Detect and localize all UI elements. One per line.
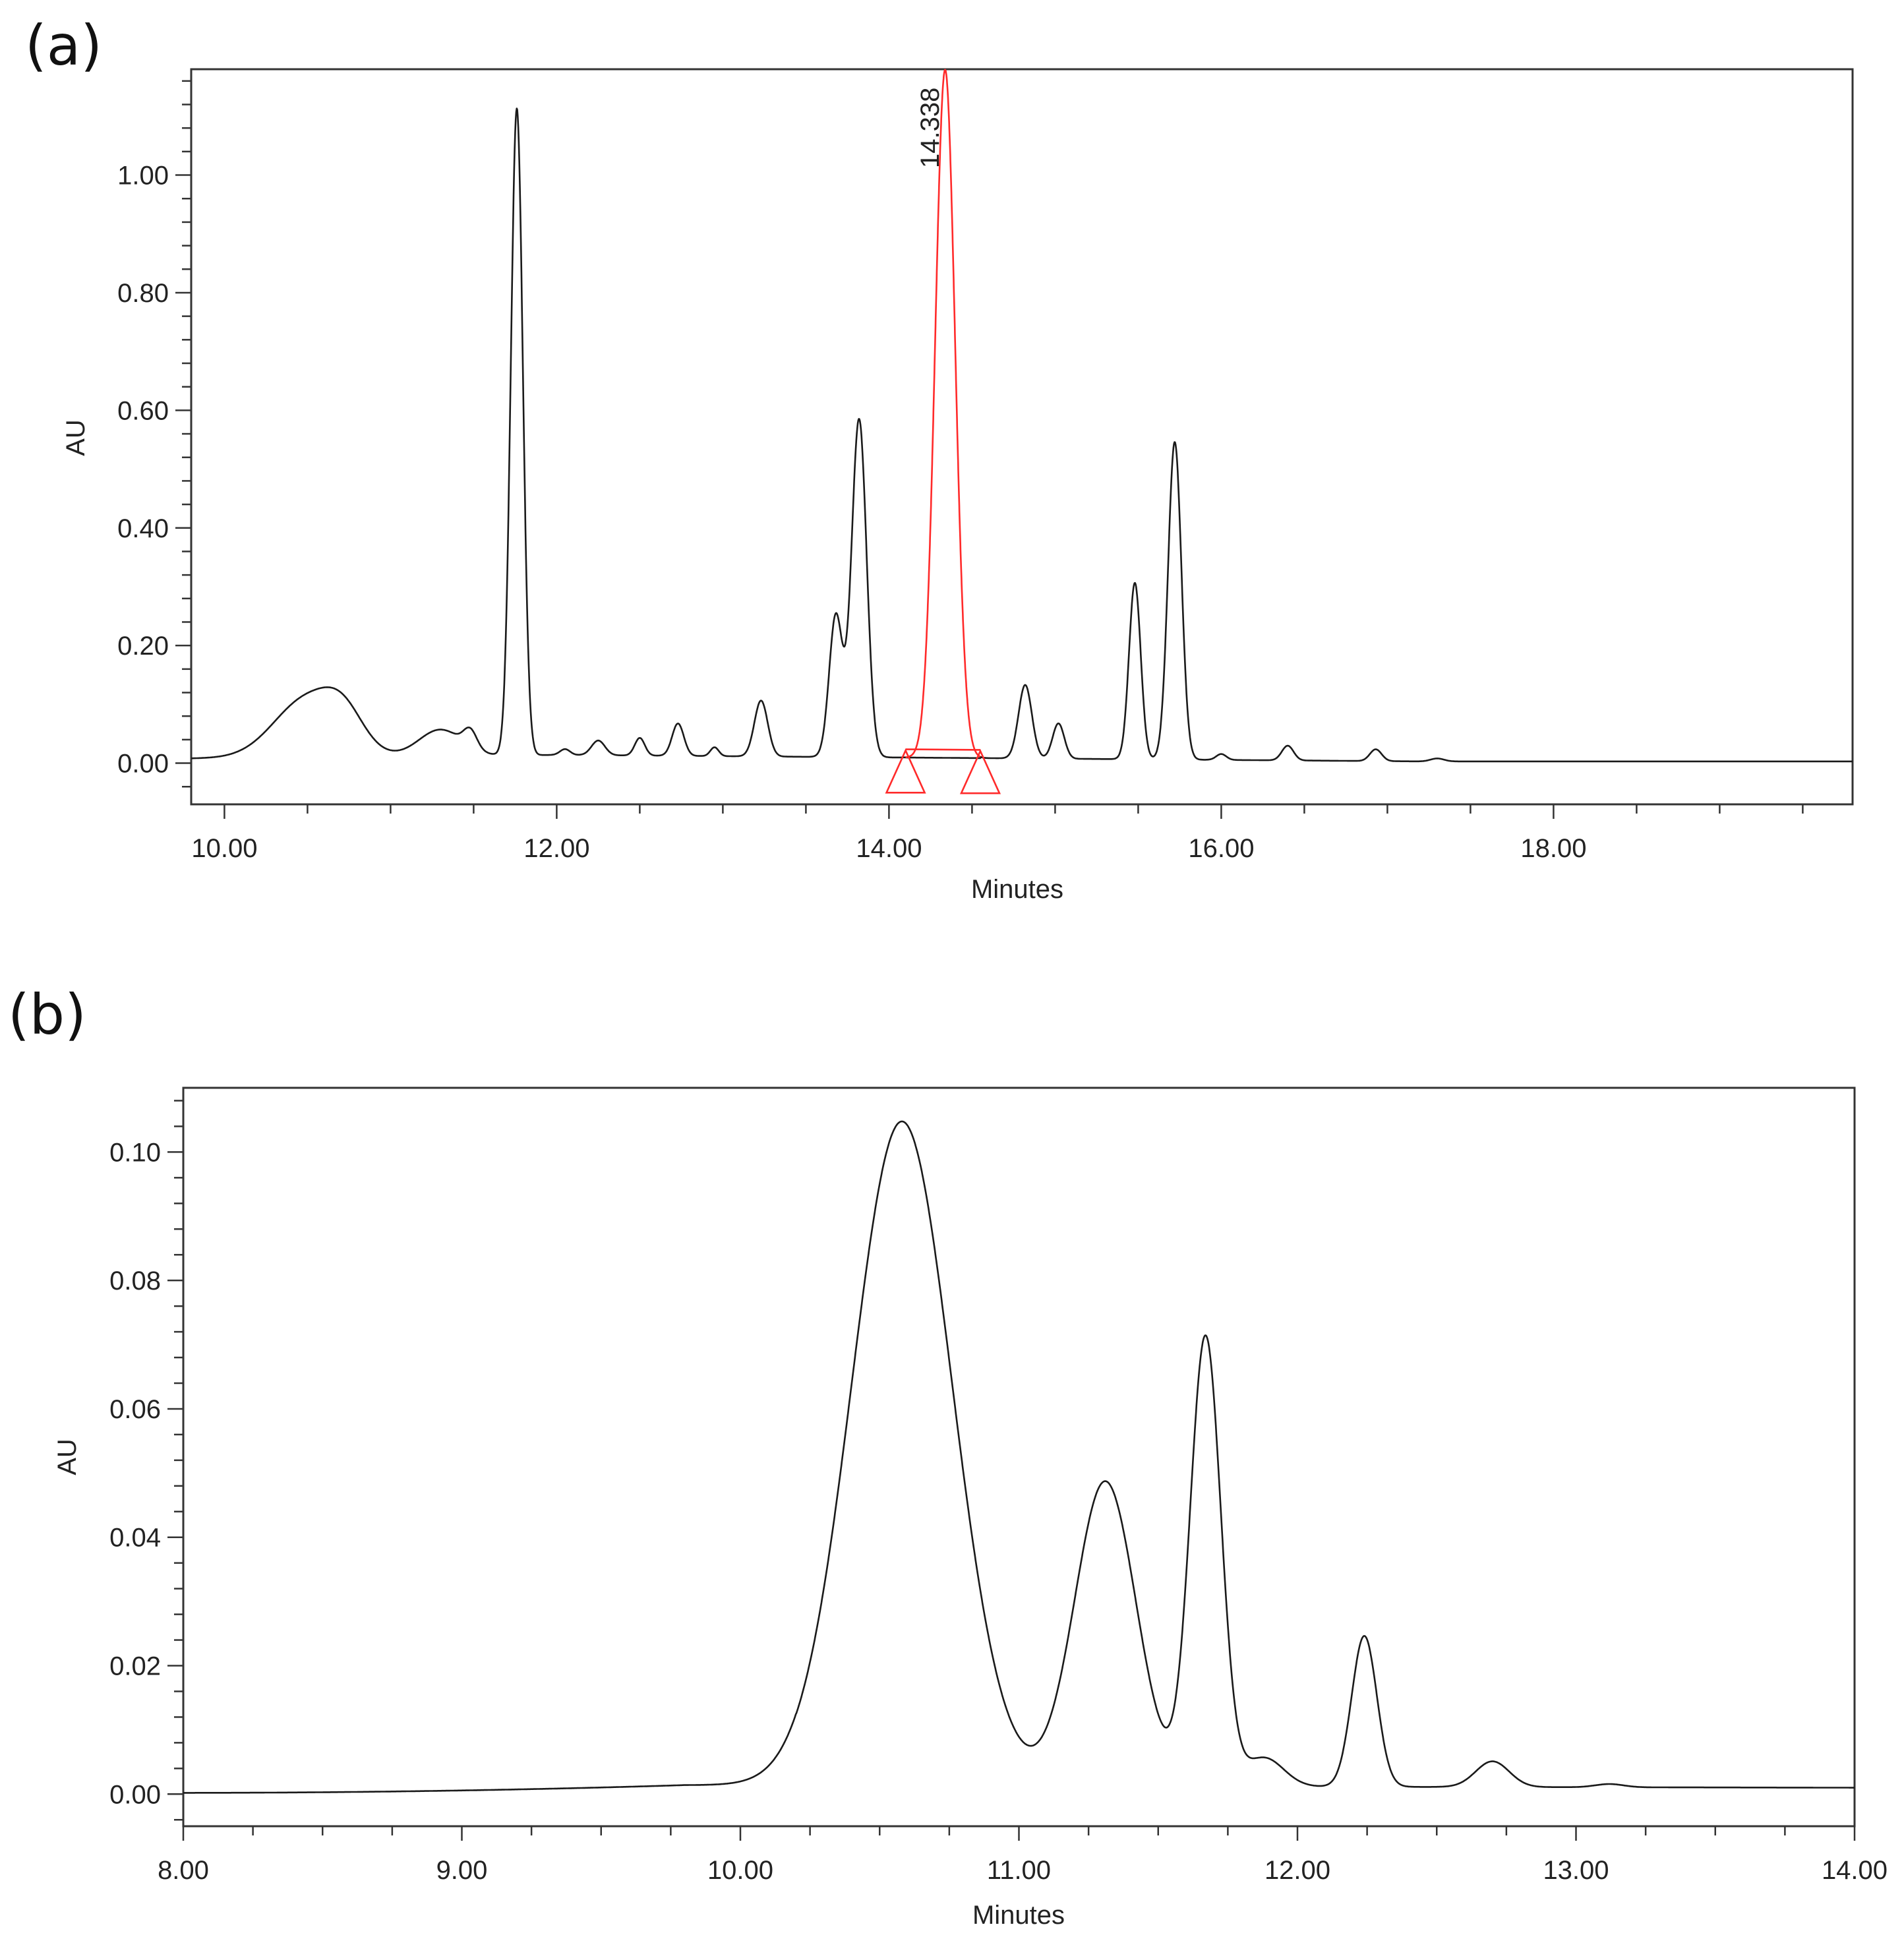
panel-a-y-axis-title: AU	[61, 419, 90, 456]
panel-a-y-tick-label: 1.00	[117, 162, 169, 191]
panel-a-trace	[191, 69, 1853, 763]
panel-a-x-tick-label: 12.00	[523, 834, 589, 863]
panel-a-y-tick-label: 0.20	[117, 632, 169, 661]
panel-a-plot-frame	[190, 68, 1854, 806]
panel-a-highlight-peak	[905, 69, 981, 758]
panel-b-y-tick-label: 0.06	[109, 1395, 161, 1424]
panel-b-y-tick-label: 0.10	[109, 1138, 161, 1167]
panel-b-x-tick-label: 9.00	[436, 1856, 488, 1885]
panel-a-x-tick-label: 16.00	[1188, 834, 1254, 863]
panel-a-x-axis-title: Minutes	[971, 875, 1063, 904]
panel-a-peak-markers	[885, 748, 1001, 794]
panel-a-x-tick-label: 10.00	[191, 834, 257, 863]
panel-b-x-tick-label: 12.00	[1264, 1856, 1330, 1885]
panel-a: (a) 0.00 0.20 0.40 0.60 0.80 1.00 10.00 12.00 14…	[25, 13, 1854, 904]
panel-b-y-tick-label: 0.02	[109, 1652, 161, 1681]
panel-b-x-tick-label: 10.00	[707, 1856, 773, 1885]
panel-a-x-tick-label: 14.00	[856, 834, 922, 863]
peak-start-marker	[885, 748, 926, 794]
panel-a-y-tick-label: 0.00	[117, 750, 169, 779]
panel-b-y-axis-title: AU	[53, 1439, 82, 1475]
panel-a-x-tick-label: 18.00	[1520, 834, 1586, 863]
panel-b-x-tick-label: 11.00	[987, 1856, 1051, 1885]
panel-b-x-axis-title: Minutes	[972, 1901, 1065, 1930]
peak-end-marker	[959, 749, 1001, 794]
panel-b-y-tick-label: 0.04	[109, 1524, 161, 1553]
panel-a-peak-label: 14.338	[916, 88, 945, 168]
panel-a-y-tick-label: 0.40	[117, 514, 169, 543]
panel-a-label: (a)	[25, 13, 102, 78]
panel-b-plot-frame	[182, 1087, 1856, 1828]
panel-b-ticks: 0.00 0.02 0.04 0.06 0.08 0.10 8.00 9.00 10.00 11.…	[109, 1100, 1888, 1885]
panel-b-y-tick-label: 0.00	[109, 1780, 161, 1809]
panel-a-trace-line	[191, 107, 1853, 763]
panel-b: (b) 0.00 0.02 0.04 0.06 0.08 0.10 8.00 9.00 10.0…	[8, 982, 1888, 1930]
panel-a-y-tick-label: 0.60	[117, 396, 169, 425]
panel-b-x-tick-label: 14.00	[1822, 1856, 1888, 1885]
panel-a-ticks: 0.00 0.20 0.40 0.60 0.80 1.00 10.00 12.00 14.00 1…	[117, 80, 1804, 863]
panel-b-trace-line	[183, 1120, 1855, 1794]
panel-b-label: (b)	[8, 982, 86, 1047]
panel-b-x-tick-label: 8.00	[158, 1856, 209, 1885]
panel-b-y-tick-label: 0.08	[109, 1266, 161, 1295]
panel-b-trace	[183, 1120, 1855, 1794]
panel-a-y-tick-label: 0.80	[117, 279, 169, 308]
panel-b-x-tick-label: 13.00	[1543, 1856, 1609, 1885]
